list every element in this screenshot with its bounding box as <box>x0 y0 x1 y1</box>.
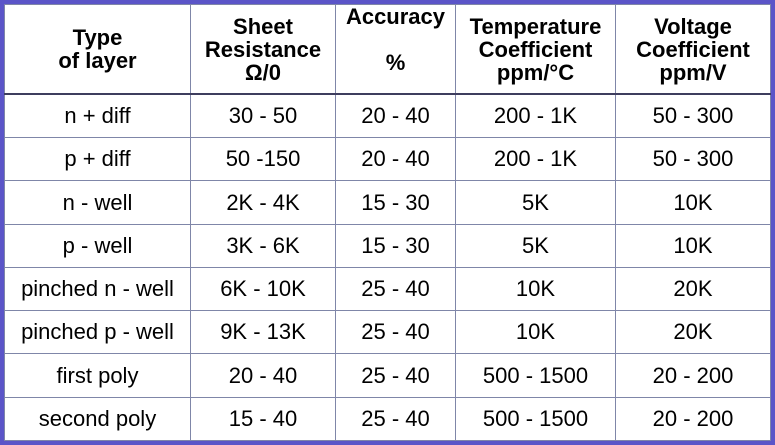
cell: 25 - 40 <box>335 266 456 312</box>
cell: 50 - 300 <box>615 93 771 139</box>
cell: 15 - 30 <box>335 223 456 268</box>
header-text: Accuracy <box>345 4 446 29</box>
layer-name: second poly <box>4 396 191 442</box>
cell: 200 - 1K <box>455 137 616 182</box>
cell: 3K - 6K <box>190 223 336 268</box>
header-row: Type of layer Sheet Resistance Ω/0 Accuracy% T… <box>4 4 771 95</box>
header-text: % <box>385 50 406 75</box>
cell: 10K <box>615 180 771 225</box>
data-table: Type of layer Sheet Resistance Ω/0 Accuracy% T… <box>4 4 771 442</box>
cell: 30 - 50 <box>190 93 336 139</box>
header-text: ppm/°C <box>496 59 575 85</box>
cell: 25 - 40 <box>335 310 456 355</box>
cell: 25 - 40 <box>335 353 456 398</box>
cell: 2K - 4K <box>190 180 336 225</box>
layer-name: first poly <box>4 353 191 398</box>
cell: 500 - 1500 <box>455 396 616 442</box>
cell: 20 - 40 <box>335 93 456 139</box>
cell: 15 - 30 <box>335 180 456 225</box>
cell: 5K <box>455 223 616 268</box>
cell: 10K <box>615 223 771 268</box>
header-text: Ω/0 <box>245 59 281 85</box>
cell: 5K <box>455 180 616 225</box>
header-text: Voltage <box>654 13 732 39</box>
table-row: first poly 20 - 40 25 - 40 500 - 1500 20 - 2… <box>4 353 771 398</box>
header-text: ppm/V <box>659 59 727 85</box>
cell: 20K <box>615 310 771 355</box>
header-cell: Accuracy% <box>335 4 456 95</box>
table-row: pinched p - well 9K - 13K 25 - 40 10K 20K <box>4 310 771 355</box>
layer-name: p + diff <box>4 137 191 182</box>
header-text: Type <box>72 25 123 50</box>
header-text: of layer <box>58 48 137 73</box>
header-text: Resistance <box>204 36 322 62</box>
cell: 50 - 300 <box>615 137 771 182</box>
layer-name: p - well <box>4 223 191 268</box>
cell: 200 - 1K <box>455 93 616 139</box>
table-row: second poly 15 - 40 25 - 40 500 - 1500 20 - … <box>4 396 771 442</box>
header-cell: Voltage Coefficient ppm/V <box>615 4 771 95</box>
table-row: p - well 3K - 6K 15 - 30 5K 10K <box>4 223 771 268</box>
table-row: pinched n - well 6K - 10K 25 - 40 10K 20K <box>4 266 771 312</box>
table-row: n - well 2K - 4K 15 - 30 5K 10K <box>4 180 771 225</box>
cell: 9K - 13K <box>190 310 336 355</box>
cell: 10K <box>455 310 616 355</box>
table-body: n + diff 30 - 50 20 - 40 200 - 1K 50 - 300 p … <box>4 93 771 442</box>
cell: 50 -150 <box>190 137 336 182</box>
layer-name: pinched p - well <box>4 310 191 355</box>
layer-name: n - well <box>4 180 191 225</box>
header-text: Sheet <box>233 13 293 39</box>
header-text: Temperature <box>469 13 602 39</box>
cell: 500 - 1500 <box>455 353 616 398</box>
cell: 15 - 40 <box>190 396 336 442</box>
table-row: n + diff 30 - 50 20 - 40 200 - 1K 50 - 300 <box>4 93 771 139</box>
header-text: Coefficient <box>636 36 750 62</box>
cell: 20 - 40 <box>335 137 456 182</box>
header-text: Coefficient <box>478 36 593 62</box>
table-row: p + diff 50 -150 20 - 40 200 - 1K 50 - 300 <box>4 137 771 182</box>
layer-name: pinched n - well <box>4 266 191 312</box>
cell: 10K <box>455 266 616 312</box>
cell: 20 - 200 <box>615 396 771 442</box>
header-cell: Sheet Resistance Ω/0 <box>190 4 336 95</box>
cell: 25 - 40 <box>335 396 456 442</box>
layer-name: n + diff <box>4 93 191 139</box>
cell: 20K <box>615 266 771 312</box>
cell: 6K - 10K <box>190 266 336 312</box>
header-cell: Type of layer <box>4 4 191 95</box>
header-cell: Temperature Coefficient ppm/°C <box>455 4 616 95</box>
cell: 20 - 200 <box>615 353 771 398</box>
cell: 20 - 40 <box>190 353 336 398</box>
